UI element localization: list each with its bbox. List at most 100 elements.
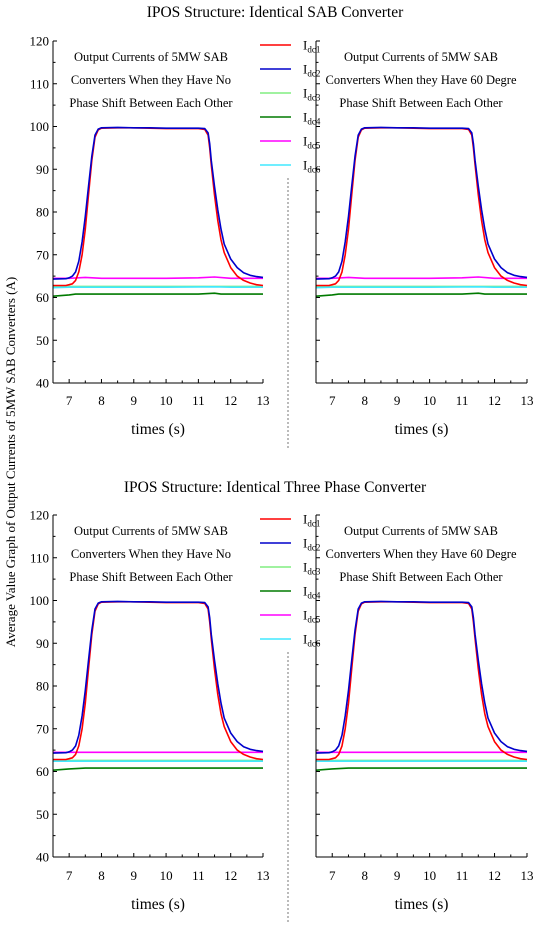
x-tick-label: 12 <box>488 868 501 883</box>
series-line-idc4 <box>52 767 263 771</box>
legend-label: Idc6 <box>303 632 321 649</box>
chart-panel-2: IPOS Structure: Identical Three Phase Co… <box>30 479 534 922</box>
y-tick-label: 120 <box>30 508 50 523</box>
legend-label: Idc6 <box>303 158 321 175</box>
subplot-1: 40 50 60 70 80 90 100 110 120 7 8 9 10 11 12 13 times (s… <box>30 508 270 914</box>
x-tick-label: 10 <box>160 868 173 883</box>
y-tick-label: 90 <box>36 162 49 177</box>
series-line-idc5 <box>53 276 263 280</box>
plots-root: IPOS Structure: Identical SAB Converter 4… <box>30 4 534 922</box>
x-tick-label: 7 <box>66 868 73 883</box>
x-tick-label: 13 <box>521 868 534 883</box>
y-tick-label: 50 <box>36 333 49 348</box>
subplot-2: 7 8 9 10 11 12 13 times (s) Output Currents of 5… <box>315 514 534 913</box>
legend: Idc1 Idc2 Idc3 Idc4 Idc5 Idc6 <box>260 38 321 175</box>
y-tick-label: 110 <box>30 76 49 91</box>
annotation-line: Converters When they Have No <box>71 73 231 87</box>
series-line-idc1 <box>53 127 264 287</box>
annotation-line: Phase Shift Between Each Other <box>339 96 503 110</box>
annotation-line: Output Currents of 5MW SAB <box>344 50 498 64</box>
series-line-idc2 <box>315 600 528 754</box>
x-tick-label: 8 <box>361 393 368 408</box>
y-tick-label: 50 <box>36 807 49 822</box>
legend: Idc1 Idc2 Idc3 Idc4 Idc5 Idc6 <box>260 512 321 649</box>
series-line-idc6 <box>52 285 263 289</box>
y-tick-label: 60 <box>36 290 49 305</box>
x-tick-label: 8 <box>98 868 105 883</box>
y-tick-label: 80 <box>36 679 49 694</box>
x-tick-label: 7 <box>66 393 73 408</box>
series-line-idc1 <box>316 600 528 761</box>
x-tick-label: 8 <box>361 868 368 883</box>
x-axis-title: times (s) <box>131 896 185 913</box>
y-tick-label: 70 <box>36 247 49 262</box>
x-tick-label: 11 <box>192 868 205 883</box>
x-tick-label: 9 <box>131 868 138 883</box>
legend-label: Idc5 <box>303 134 321 151</box>
x-tick-label: 13 <box>521 393 534 408</box>
subplot-1: 40 50 60 70 80 90 100 110 120 7 8 9 10 11 12 13 times (s… <box>30 34 270 439</box>
x-tick-label: 13 <box>257 393 270 408</box>
x-tick-label: 7 <box>329 868 336 883</box>
legend-label: Idc3 <box>303 560 321 577</box>
series-line-idc1 <box>316 127 528 287</box>
x-tick-label: 9 <box>394 868 401 883</box>
x-tick-label: 9 <box>131 393 138 408</box>
y-tick-label: 40 <box>36 850 49 865</box>
y-tick-label: 60 <box>36 764 49 779</box>
annotation-line: Output Currents of 5MW SAB <box>344 524 498 538</box>
y-tick-label: 80 <box>36 205 49 220</box>
y-tick-label: 90 <box>36 636 49 651</box>
x-axis-title: times (s) <box>395 421 449 438</box>
y-tick-label: 100 <box>30 119 50 134</box>
series-line-idc5 <box>316 276 527 280</box>
y-tick-label: 70 <box>36 721 49 736</box>
series-line-idc4 <box>52 292 263 297</box>
legend-label: Idc1 <box>303 512 320 529</box>
series-line-idc4 <box>315 292 527 297</box>
annotation-line: Output Currents of 5MW SAB <box>74 524 228 538</box>
x-tick-label: 11 <box>456 868 469 883</box>
y-tick-label: 100 <box>30 593 50 608</box>
annotation-line: Output Currents of 5MW SAB <box>74 50 228 64</box>
x-tick-label: 10 <box>423 393 436 408</box>
series-line-idc2 <box>52 600 264 754</box>
x-tick-label: 11 <box>456 393 469 408</box>
legend-label: Idc1 <box>303 38 320 55</box>
legend-label: Idc2 <box>303 62 320 79</box>
series-line-idc2 <box>315 126 528 280</box>
annotation-line: Phase Shift Between Each Other <box>339 570 503 584</box>
y-tick-label: 110 <box>30 550 49 565</box>
annotation-line: Converters When they Have No <box>71 547 231 561</box>
x-axis-title: times (s) <box>131 421 185 438</box>
legend-label: Idc3 <box>303 86 321 103</box>
series-line-idc1 <box>53 600 264 761</box>
y-tick-label: 40 <box>36 376 49 391</box>
x-tick-label: 8 <box>98 393 105 408</box>
series-line-idc6 <box>315 285 527 289</box>
legend-label: Idc2 <box>303 536 320 553</box>
legend-label: Idc5 <box>303 608 321 625</box>
legend-label: Idc4 <box>303 110 321 127</box>
series-line-idc2 <box>52 126 264 280</box>
x-tick-label: 12 <box>224 868 237 883</box>
y-tick-label: 120 <box>30 34 50 49</box>
chart-panel-1: IPOS Structure: Identical SAB Converter 4… <box>30 4 534 450</box>
legend-label: Idc4 <box>303 584 321 601</box>
x-tick-label: 9 <box>394 393 401 408</box>
x-axis-title: times (s) <box>395 896 449 913</box>
subplot-2: 7 8 9 10 11 12 13 times (s) Output Currents of 5… <box>315 40 534 438</box>
x-tick-label: 10 <box>423 868 436 883</box>
annotation-line: Converters When they Have 60 Degre <box>325 547 516 561</box>
annotation-line: Phase Shift Between Each Other <box>69 570 233 584</box>
chart-title: IPOS Structure: Identical Three Phase Co… <box>124 479 427 496</box>
series-line-idc4 <box>315 767 527 771</box>
annotation-line: Phase Shift Between Each Other <box>69 96 233 110</box>
x-tick-label: 10 <box>160 393 173 408</box>
x-tick-label: 7 <box>329 393 336 408</box>
x-tick-label: 12 <box>488 393 501 408</box>
annotation-line: Converters When they Have 60 Degre <box>325 73 516 87</box>
x-tick-label: 13 <box>257 868 270 883</box>
x-tick-label: 11 <box>192 393 205 408</box>
chart-title: IPOS Structure: Identical SAB Converter <box>147 4 404 21</box>
